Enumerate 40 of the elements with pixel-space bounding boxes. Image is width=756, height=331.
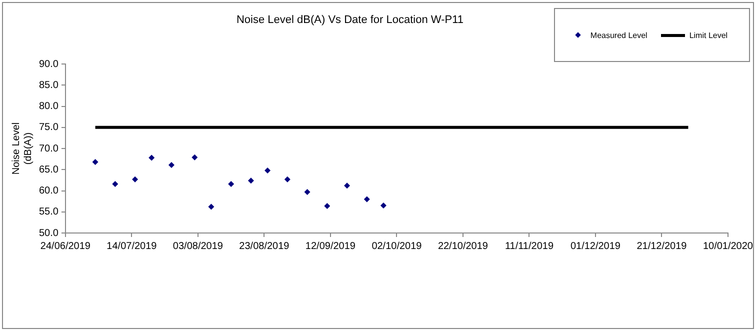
- x-tick-label: 21/12/2019: [636, 240, 688, 252]
- y-tick-label: 85.0: [38, 80, 59, 91]
- point: [148, 154, 155, 161]
- point: [364, 196, 370, 202]
- point: [324, 202, 330, 209]
- point: [92, 159, 98, 166]
- chart-title: Noise Level dB(A) Vs Date for Location W-P11: [235, 14, 465, 26]
- legend-label: Limit Level: [689, 30, 728, 40]
- y-axis-title: Noise Level (dB(A)): [10, 122, 34, 175]
- y-tick-label: 90.0: [38, 58, 59, 70]
- point: [192, 154, 198, 160]
- x-tick-label: 24/06/2019: [40, 240, 91, 252]
- point: [228, 180, 234, 187]
- point: [208, 204, 214, 210]
- x-tick-label: 02/10/2019: [372, 240, 422, 252]
- x-tick-label: 03/08/2019: [172, 240, 224, 252]
- legend-label: Measured Level: [590, 30, 648, 40]
- x-tick-label: 10/01/2020: [702, 240, 754, 252]
- point: [248, 178, 254, 184]
- point: [380, 202, 386, 209]
- y-tick-label: 80.0: [38, 101, 59, 112]
- y-tick-label: 70.0: [38, 143, 59, 154]
- x-tick-label: 22/10/2019: [438, 240, 488, 252]
- y-tick-label: 75.0: [38, 122, 59, 134]
- point: [132, 176, 138, 182]
- x-tick-label: 01/12/2019: [570, 240, 621, 252]
- y-tick-label: 65.0: [38, 164, 59, 176]
- point: [168, 162, 174, 168]
- point: [344, 182, 350, 189]
- point: [264, 167, 271, 174]
- point: [304, 189, 310, 196]
- x-tick-label: 11/11/2019: [504, 240, 554, 252]
- point: [112, 180, 118, 187]
- y-tick-label: 50.0: [38, 228, 59, 239]
- point: [284, 176, 290, 182]
- y-tick-label: 55.0: [38, 206, 59, 218]
- x-tick-label: 12/09/2019: [305, 240, 356, 252]
- x-tick-label: 14/07/2019: [106, 240, 158, 252]
- y-tick-label: 60.0: [38, 186, 59, 196]
- x-tick-label: 23/08/2019: [239, 240, 290, 252]
